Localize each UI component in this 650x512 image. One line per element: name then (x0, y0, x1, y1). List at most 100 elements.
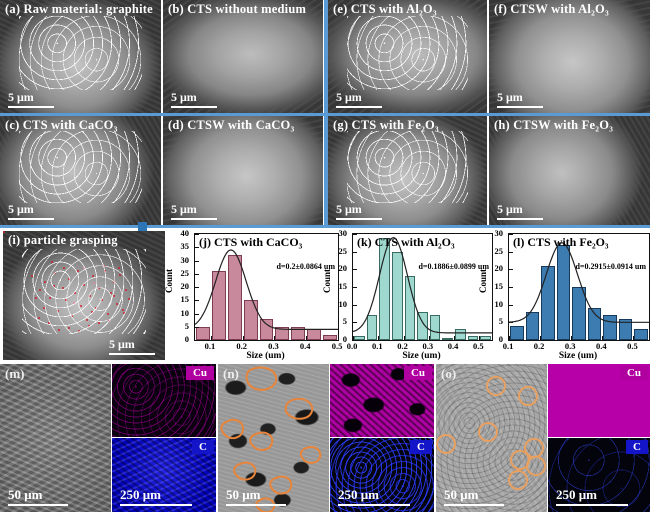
cu-eds-map: Cu (330, 364, 434, 437)
panel-label: (i) particle grasping (8, 233, 118, 247)
sem-panel-i-particle-grasping: (i) particle grasping 5 μm (3, 231, 165, 360)
panel-label: (a) Raw material: graphite (5, 2, 153, 16)
c-map-badge: C (626, 440, 648, 454)
panel-label: (o) (441, 366, 457, 381)
chart-title: (k) CTS with Al₂O₃ (357, 235, 455, 249)
mean-size-annotation: d=0.2915±0.0914 um (575, 262, 646, 271)
cu-map-badge: Cu (185, 366, 214, 380)
panel-label: (n) (223, 366, 239, 381)
grasped-particle-dots (3, 231, 5, 233)
mean-size-annotation: d=0.1886±0.0899 um (418, 262, 489, 271)
scale-bar-text: 50 μm (226, 487, 261, 503)
panel-label: (e) CTS with Al₂O₃ (333, 2, 437, 16)
panel-label: (f) CTSW with Al₂O₃ (494, 2, 609, 16)
x-axis-ticks: 0.1 0.2 0.3 0.4 0.5 (204, 341, 343, 351)
scale-bar: 5 μm (336, 91, 382, 108)
scale-bar-line (8, 504, 68, 506)
c-map-badge: C (410, 440, 432, 454)
histogram-cts-al2o3: Count 0 5 10 15 20 25 30 (k) CTS with Al₂O₃ d=… (322, 228, 494, 364)
histogram-cts-caco3: Count 0 5 10 15 20 25 30 35 40 (j) CTS with CaCO… (164, 228, 343, 364)
plot-area: (l) CTS with Fe₂O₃ d=0.2915±0.0914 um (508, 233, 650, 341)
chart-title: (l) CTS with Fe₂O₃ (513, 235, 609, 249)
scale-bar: 5 μm (171, 91, 217, 108)
x-axis-ticks: 0.0 0.1 0.2 0.3 0.4 0.5 (346, 341, 484, 351)
scale-bar-text: 5 μm (171, 90, 197, 105)
scale-bar-text: 250 μm (120, 487, 161, 503)
panel-label: (m) (5, 366, 25, 381)
scale-bar: 50 μm (226, 488, 286, 506)
sem-panel-f: (f) CTSW with Al₂O₃ 5 μm (489, 0, 650, 113)
sem-image: (m) 50 μm (0, 364, 111, 512)
sem-image: (o) 50 μm (436, 364, 547, 512)
panel-label: (d) CTSW with CaCO₃ (168, 118, 295, 132)
mapping-panel-o: (o) 50 μm Cu C 250 μm (436, 364, 650, 512)
sem-panel-a: (a) Raw material: graphite 5 μm (0, 0, 161, 113)
scale-bar-text: 5 μm (497, 202, 523, 217)
sem-panel-c: (c) CTS with CaCO₃ 5 μm (0, 116, 161, 225)
scale-bar: 5 μm (8, 203, 54, 220)
scale-bar: 5 μm (497, 91, 543, 108)
scale-bar: 5 μm (8, 91, 54, 108)
chart-title: (j) CTS with CaCO₃ (199, 235, 303, 249)
panel-label: (h) CTSW with Fe₂O₃ (494, 118, 614, 132)
scale-bar: 250 μm (120, 488, 192, 506)
scale-bar-line (171, 218, 217, 220)
scale-bar-line (336, 218, 382, 220)
scale-bar: 250 μm (556, 488, 628, 506)
scale-bar-line (338, 504, 410, 506)
scale-bar-line (497, 106, 543, 108)
sem-panel-h: (h) CTSW with Fe₂O₃ 5 μm (489, 116, 650, 225)
cu-eds-map: Cu (548, 364, 650, 437)
scale-bar-text: 50 μm (8, 487, 43, 503)
scale-bar-line (8, 218, 54, 220)
x-axis-label: Size (um) (246, 351, 285, 361)
copper-particle-circles (436, 376, 546, 490)
c-eds-map: C 250 μm (330, 438, 434, 512)
scale-bar: 5 μm (497, 203, 543, 220)
scale-bar-line (336, 106, 382, 108)
scale-bar: 5 μm (171, 203, 217, 220)
y-axis-ticks: 0 5 10 15 20 25 30 (338, 228, 348, 344)
cu-map-badge: Cu (403, 366, 432, 380)
y-axis-ticks: 0 5 10 15 20 25 30 35 40 (180, 228, 190, 344)
scale-bar-text: 5 μm (8, 202, 34, 217)
mapping-panel-n: (n) 50 μm Cu C 250 μm (218, 364, 434, 512)
sem-panel-b: (b) CTS without medium 5 μm (163, 0, 323, 113)
scale-bar-text: 5 μm (336, 202, 362, 217)
plot-area: (k) CTS with Al₂O₃ d=0.1886±0.0899 um (352, 233, 493, 341)
x-axis-ticks: 0.1 0.2 0.3 0.4 0.5 (502, 341, 638, 351)
plot-area: (j) CTS with CaCO₃ d=0.2±0.0864 um (194, 233, 339, 341)
scale-bar-line (226, 504, 286, 506)
histogram-cts-fe2o3: Count 0 5 10 15 20 25 30 (l) CTS with Fe₂O₃ d=… (478, 228, 650, 364)
copper-region-outlines (220, 366, 322, 512)
c-eds-map: C 250 μm (112, 438, 216, 512)
scale-bar-text: 5 μm (8, 90, 34, 105)
scale-bar-line (120, 504, 192, 506)
scale-bar-text: 50 μm (444, 487, 479, 503)
sem-panel-e: (e) CTS with Al₂O₃ 5 μm (328, 0, 487, 113)
scale-bar: 5 μm (336, 203, 382, 220)
scale-bar-text: 5 μm (497, 90, 523, 105)
scale-bar-line (171, 106, 217, 108)
cu-eds-map: Cu (112, 364, 216, 437)
scale-bar-line (8, 106, 54, 108)
scale-bar-text: 5 μm (109, 337, 135, 352)
scale-bar-text: 5 μm (336, 90, 362, 105)
scale-bar-line (556, 504, 628, 506)
panel-label: (g) CTS with Fe₂O₃ (333, 118, 439, 132)
y-axis-ticks: 0 5 10 15 20 25 30 (494, 228, 504, 344)
cu-map-badge: Cu (619, 366, 648, 380)
c-map-badge: C (192, 440, 214, 454)
c-eds-map: C 250 μm (548, 438, 650, 512)
x-axis-label: Size (um) (402, 351, 441, 361)
mean-size-annotation: d=0.2±0.0864 um (276, 262, 335, 271)
scale-bar-line (497, 218, 543, 220)
scale-bar-line (444, 504, 504, 506)
scale-bar-text: 250 μm (556, 487, 597, 503)
scale-bar: 5 μm (109, 338, 155, 355)
sem-panel-g: (g) CTS with Fe₂O₃ 5 μm (328, 116, 487, 225)
scale-bar-line (109, 353, 155, 355)
scale-bar-text: 5 μm (171, 202, 197, 217)
sem-image: (n) 50 μm (218, 364, 329, 512)
